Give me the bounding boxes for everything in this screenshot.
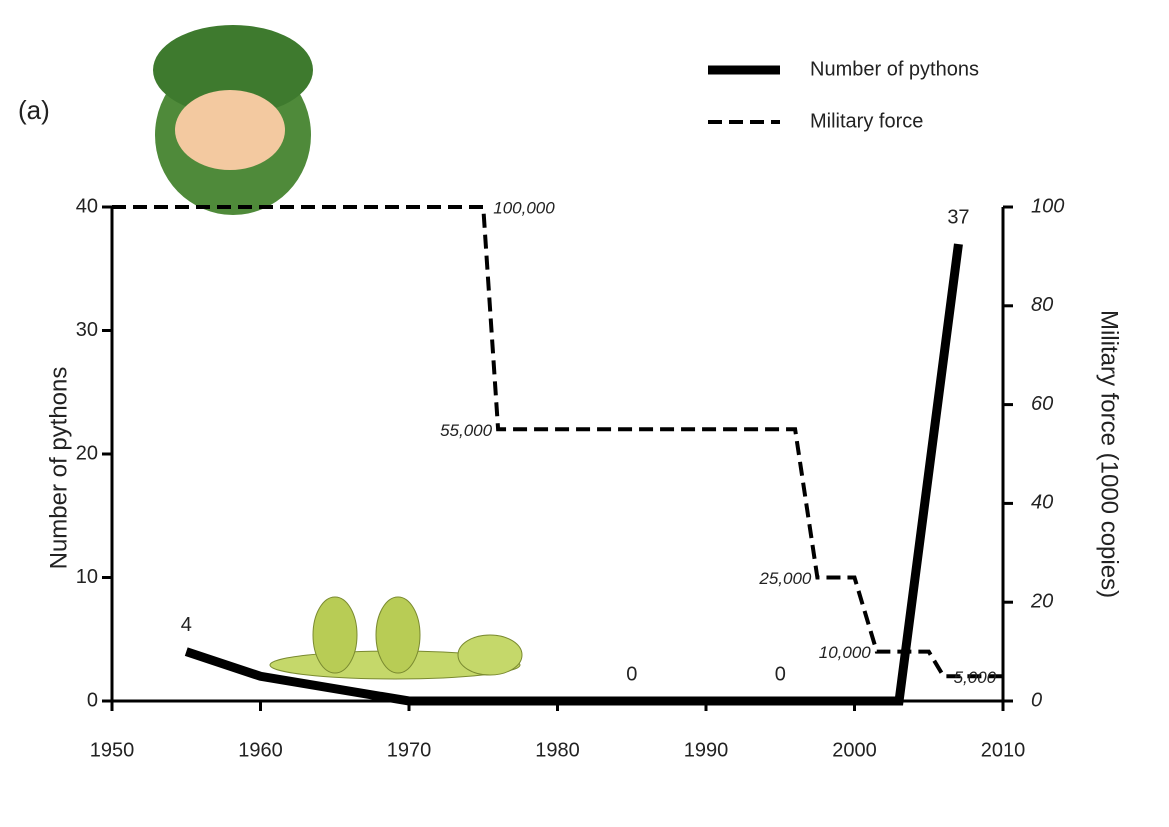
data-label: 5,000 [954,668,997,687]
y2-tick-label: 80 [1031,294,1053,316]
y-tick-label: 30 [76,319,98,341]
snake-illustration [269,596,523,680]
data-label: 100,000 [493,198,555,217]
data-label: 4 [181,614,192,636]
y-tick-label: 0 [87,689,98,711]
series-line [112,205,1003,679]
x-tick-label: 1950 [90,739,135,761]
x-tick-label: 2010 [981,739,1026,761]
data-label: 10,000 [819,643,872,662]
x-tick-label: 1980 [535,739,580,761]
y2-tick-label: 20 [1030,590,1053,612]
data-label: 37 [947,206,969,228]
x-tick-label: 1960 [238,739,283,761]
y-tick-label: 40 [76,195,98,217]
x-tick-label: 1990 [684,739,729,761]
data-label: 55,000 [440,421,493,440]
legend-label: Number of pythons [810,58,979,80]
y2-tick-label: 60 [1031,393,1053,415]
legend-label: Military force [810,110,923,132]
y2-tick-label: 40 [1031,492,1053,514]
y-tick-label: 10 [76,566,98,588]
series-line [184,243,963,706]
panel-label: (a) [18,95,50,125]
data-label: 0 [626,663,637,685]
y2-tick-label: 100 [1031,195,1064,217]
y2-tick-label: 0 [1031,689,1042,711]
y-tick-label: 20 [76,442,98,464]
y-axis-label: Number of pythons [45,367,72,570]
y2-axis-label: Military force (1000 copies) [1096,310,1123,598]
data-label: 0 [775,663,786,685]
x-tick-label: 1970 [387,739,432,761]
x-tick-label: 2000 [832,739,877,761]
soldier-illustration [153,25,313,215]
data-label: 25,000 [758,569,812,588]
